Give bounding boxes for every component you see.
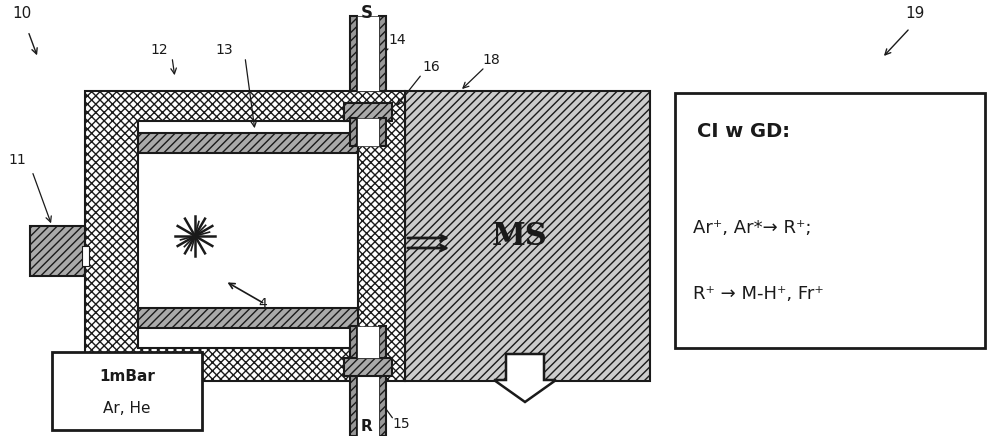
- Bar: [344, 358, 392, 376]
- Bar: [85, 91, 405, 381]
- Bar: [52, 352, 202, 430]
- Bar: [357, 374, 379, 436]
- Bar: [350, 374, 357, 436]
- Bar: [379, 326, 386, 358]
- Text: CI w GD:: CI w GD:: [697, 122, 790, 140]
- Text: 11: 11: [8, 153, 26, 167]
- Text: 15: 15: [392, 417, 410, 431]
- Bar: [350, 326, 357, 358]
- Bar: [379, 118, 386, 146]
- Text: 19: 19: [905, 6, 924, 21]
- Bar: [138, 121, 358, 348]
- Bar: [138, 308, 358, 328]
- Bar: [675, 93, 985, 348]
- Bar: [350, 118, 357, 146]
- Bar: [357, 16, 379, 91]
- FancyArrow shape: [494, 354, 556, 402]
- Text: Ar, He: Ar, He: [103, 401, 151, 416]
- Text: 16: 16: [422, 60, 440, 74]
- Bar: [405, 91, 650, 381]
- Text: 4: 4: [258, 297, 267, 311]
- Text: 10: 10: [12, 6, 31, 21]
- Text: 18: 18: [482, 53, 500, 67]
- Bar: [30, 226, 85, 276]
- Bar: [357, 326, 379, 358]
- Bar: [82, 246, 89, 266]
- Text: MS: MS: [492, 221, 548, 252]
- Text: R: R: [361, 419, 372, 434]
- Bar: [357, 118, 379, 146]
- Text: 1mBar: 1mBar: [99, 369, 155, 385]
- Bar: [350, 16, 357, 91]
- Bar: [138, 133, 358, 153]
- Text: R⁺ → M-H⁺, Fr⁺: R⁺ → M-H⁺, Fr⁺: [693, 286, 824, 303]
- Text: 12: 12: [150, 43, 168, 57]
- Bar: [379, 374, 386, 436]
- Bar: [379, 16, 386, 91]
- Text: 13: 13: [215, 43, 233, 57]
- Bar: [344, 103, 392, 121]
- Text: Ar⁺, Ar*→ R⁺;: Ar⁺, Ar*→ R⁺;: [693, 219, 812, 237]
- Text: S: S: [360, 4, 372, 22]
- Text: 14: 14: [388, 33, 406, 47]
